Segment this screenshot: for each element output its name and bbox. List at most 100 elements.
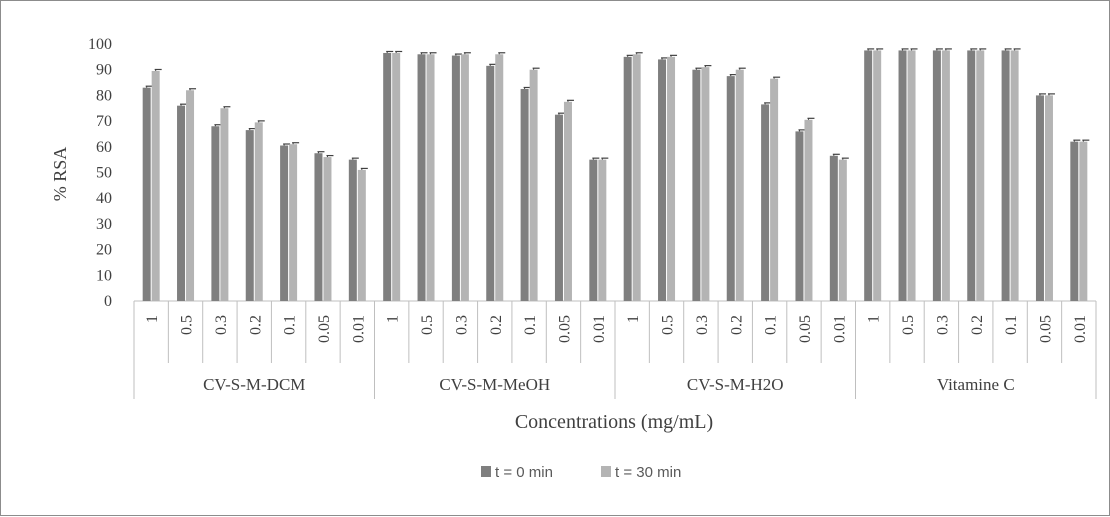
x-axis: 1 0.5 0.3 0.2 0.1 0.05 0.01 CV-S-M-DCM 1 0.5 0.3 0.… — [133, 300, 1097, 399]
bar-t0 — [211, 126, 220, 302]
x-tick-label: 1 — [866, 315, 883, 323]
bar-t30 — [907, 50, 916, 301]
group-label: CV-S-M-DCM — [203, 375, 305, 394]
y-tick-label: 80 — [96, 87, 112, 104]
y-tick-label: 30 — [96, 216, 112, 233]
bar-t0 — [864, 50, 873, 301]
y-tick-label: 60 — [96, 139, 112, 156]
bar-t0 — [726, 76, 735, 301]
bar-t30 — [632, 54, 641, 301]
bar-t0 — [280, 145, 289, 301]
bar-t30 — [770, 78, 779, 301]
y-tick-label: 50 — [96, 165, 112, 182]
bar-t30 — [220, 108, 229, 301]
bar-t0 — [177, 105, 186, 302]
bars — [142, 48, 1090, 302]
x-tick-label: 0.5 — [660, 315, 677, 335]
bar-t30 — [598, 159, 607, 301]
x-tick-label: 0.05 — [1037, 315, 1054, 343]
y-tick-label: 20 — [96, 242, 112, 259]
y-tick-label: 0 — [104, 293, 112, 310]
x-tick-label: 0.2 — [247, 315, 264, 335]
bar-t0 — [795, 131, 804, 301]
bar-t0 — [1035, 95, 1044, 302]
bar-t30 — [701, 67, 710, 301]
x-tick-label: 0.3 — [694, 315, 711, 335]
group-label: CV-S-M-H2O — [687, 375, 784, 394]
x-tick-label: 0.01 — [1072, 315, 1089, 343]
bar-t30 — [495, 54, 504, 301]
y-tick-label: 100 — [88, 36, 112, 53]
bar-t0 — [623, 56, 632, 301]
x-tick-label: 1 — [385, 315, 402, 323]
bar-t0 — [417, 54, 426, 301]
bar-t30 — [254, 122, 263, 301]
x-tick-label: 0.01 — [831, 315, 848, 343]
x-tick-label: 0.1 — [522, 315, 539, 335]
bar-t30 — [1044, 95, 1053, 302]
x-tick-label: 0.5 — [419, 315, 436, 335]
y-axis: 0 10 20 30 40 50 60 70 80 90 100 — [88, 36, 112, 310]
bar-t30 — [667, 56, 676, 301]
bar-t30 — [426, 54, 435, 301]
bar-t0 — [245, 130, 254, 301]
x-tick-label: 0.5 — [179, 315, 196, 335]
x-tick-label: 0.1 — [1003, 315, 1020, 335]
bar-t30 — [563, 101, 572, 301]
bar-t30 — [804, 119, 813, 301]
y-tick-label: 90 — [96, 62, 112, 79]
group-label: CV-S-M-MeOH — [439, 375, 550, 394]
bar-t0 — [932, 50, 941, 301]
bar-t0 — [967, 50, 976, 301]
bar-t30 — [838, 159, 847, 301]
bar-t0 — [692, 69, 701, 301]
y-tick-label: 70 — [96, 113, 112, 130]
bar-t0 — [554, 114, 563, 301]
bar-t0 — [761, 104, 770, 302]
legend-label-t0: t = 0 min — [495, 464, 553, 481]
bar-t0 — [486, 65, 495, 301]
y-axis-title: % RSA — [50, 147, 70, 202]
group-label: Vitamine C — [937, 375, 1015, 394]
bar-t0 — [451, 55, 460, 301]
bar-t0 — [314, 153, 323, 301]
bar-t30 — [873, 50, 882, 301]
bar-t30 — [357, 169, 366, 301]
legend-swatch-t30 — [601, 466, 611, 477]
bar-t0 — [142, 87, 151, 301]
legend-swatch-t0 — [481, 466, 491, 477]
x-tick-label: 0.1 — [763, 315, 780, 335]
x-tick-label: 0.1 — [282, 315, 299, 335]
legend-label-t30: t = 30 min — [615, 464, 681, 481]
x-tick-label: 0.05 — [556, 315, 573, 343]
bar-t0 — [898, 50, 907, 301]
legend: t = 0 min t = 30 min — [481, 464, 681, 481]
bar-t30 — [289, 144, 298, 301]
bar-t30 — [151, 70, 160, 301]
bar-t30 — [392, 52, 401, 302]
bar-t30 — [1079, 141, 1088, 301]
y-tick-label: 40 — [96, 190, 112, 207]
x-tick-label: 0.3 — [213, 315, 230, 335]
bar-t0 — [658, 59, 667, 301]
x-tick-label: 1 — [144, 315, 161, 323]
bar-t0 — [1001, 50, 1010, 301]
bar-t30 — [186, 90, 195, 301]
x-tick-label: 0.01 — [350, 315, 367, 343]
bar-t30 — [460, 54, 469, 301]
x-tick-label: 0.2 — [969, 315, 986, 335]
x-tick-label: 0.05 — [316, 315, 333, 343]
y-tick-label: 10 — [96, 267, 112, 284]
x-axis-title: Concentrations (mg/mL) — [515, 411, 713, 433]
x-tick-label: 0.2 — [488, 315, 505, 335]
bar-t30 — [976, 50, 985, 301]
x-tick-label: 0.5 — [900, 315, 917, 335]
x-tick-label: 0.05 — [797, 315, 814, 343]
bar-t30 — [1010, 50, 1019, 301]
bar-t0 — [589, 159, 598, 301]
x-tick-label: 0.3 — [453, 315, 470, 335]
x-tick-label: 0.3 — [934, 315, 951, 335]
x-tick-label: 0.01 — [591, 315, 608, 343]
